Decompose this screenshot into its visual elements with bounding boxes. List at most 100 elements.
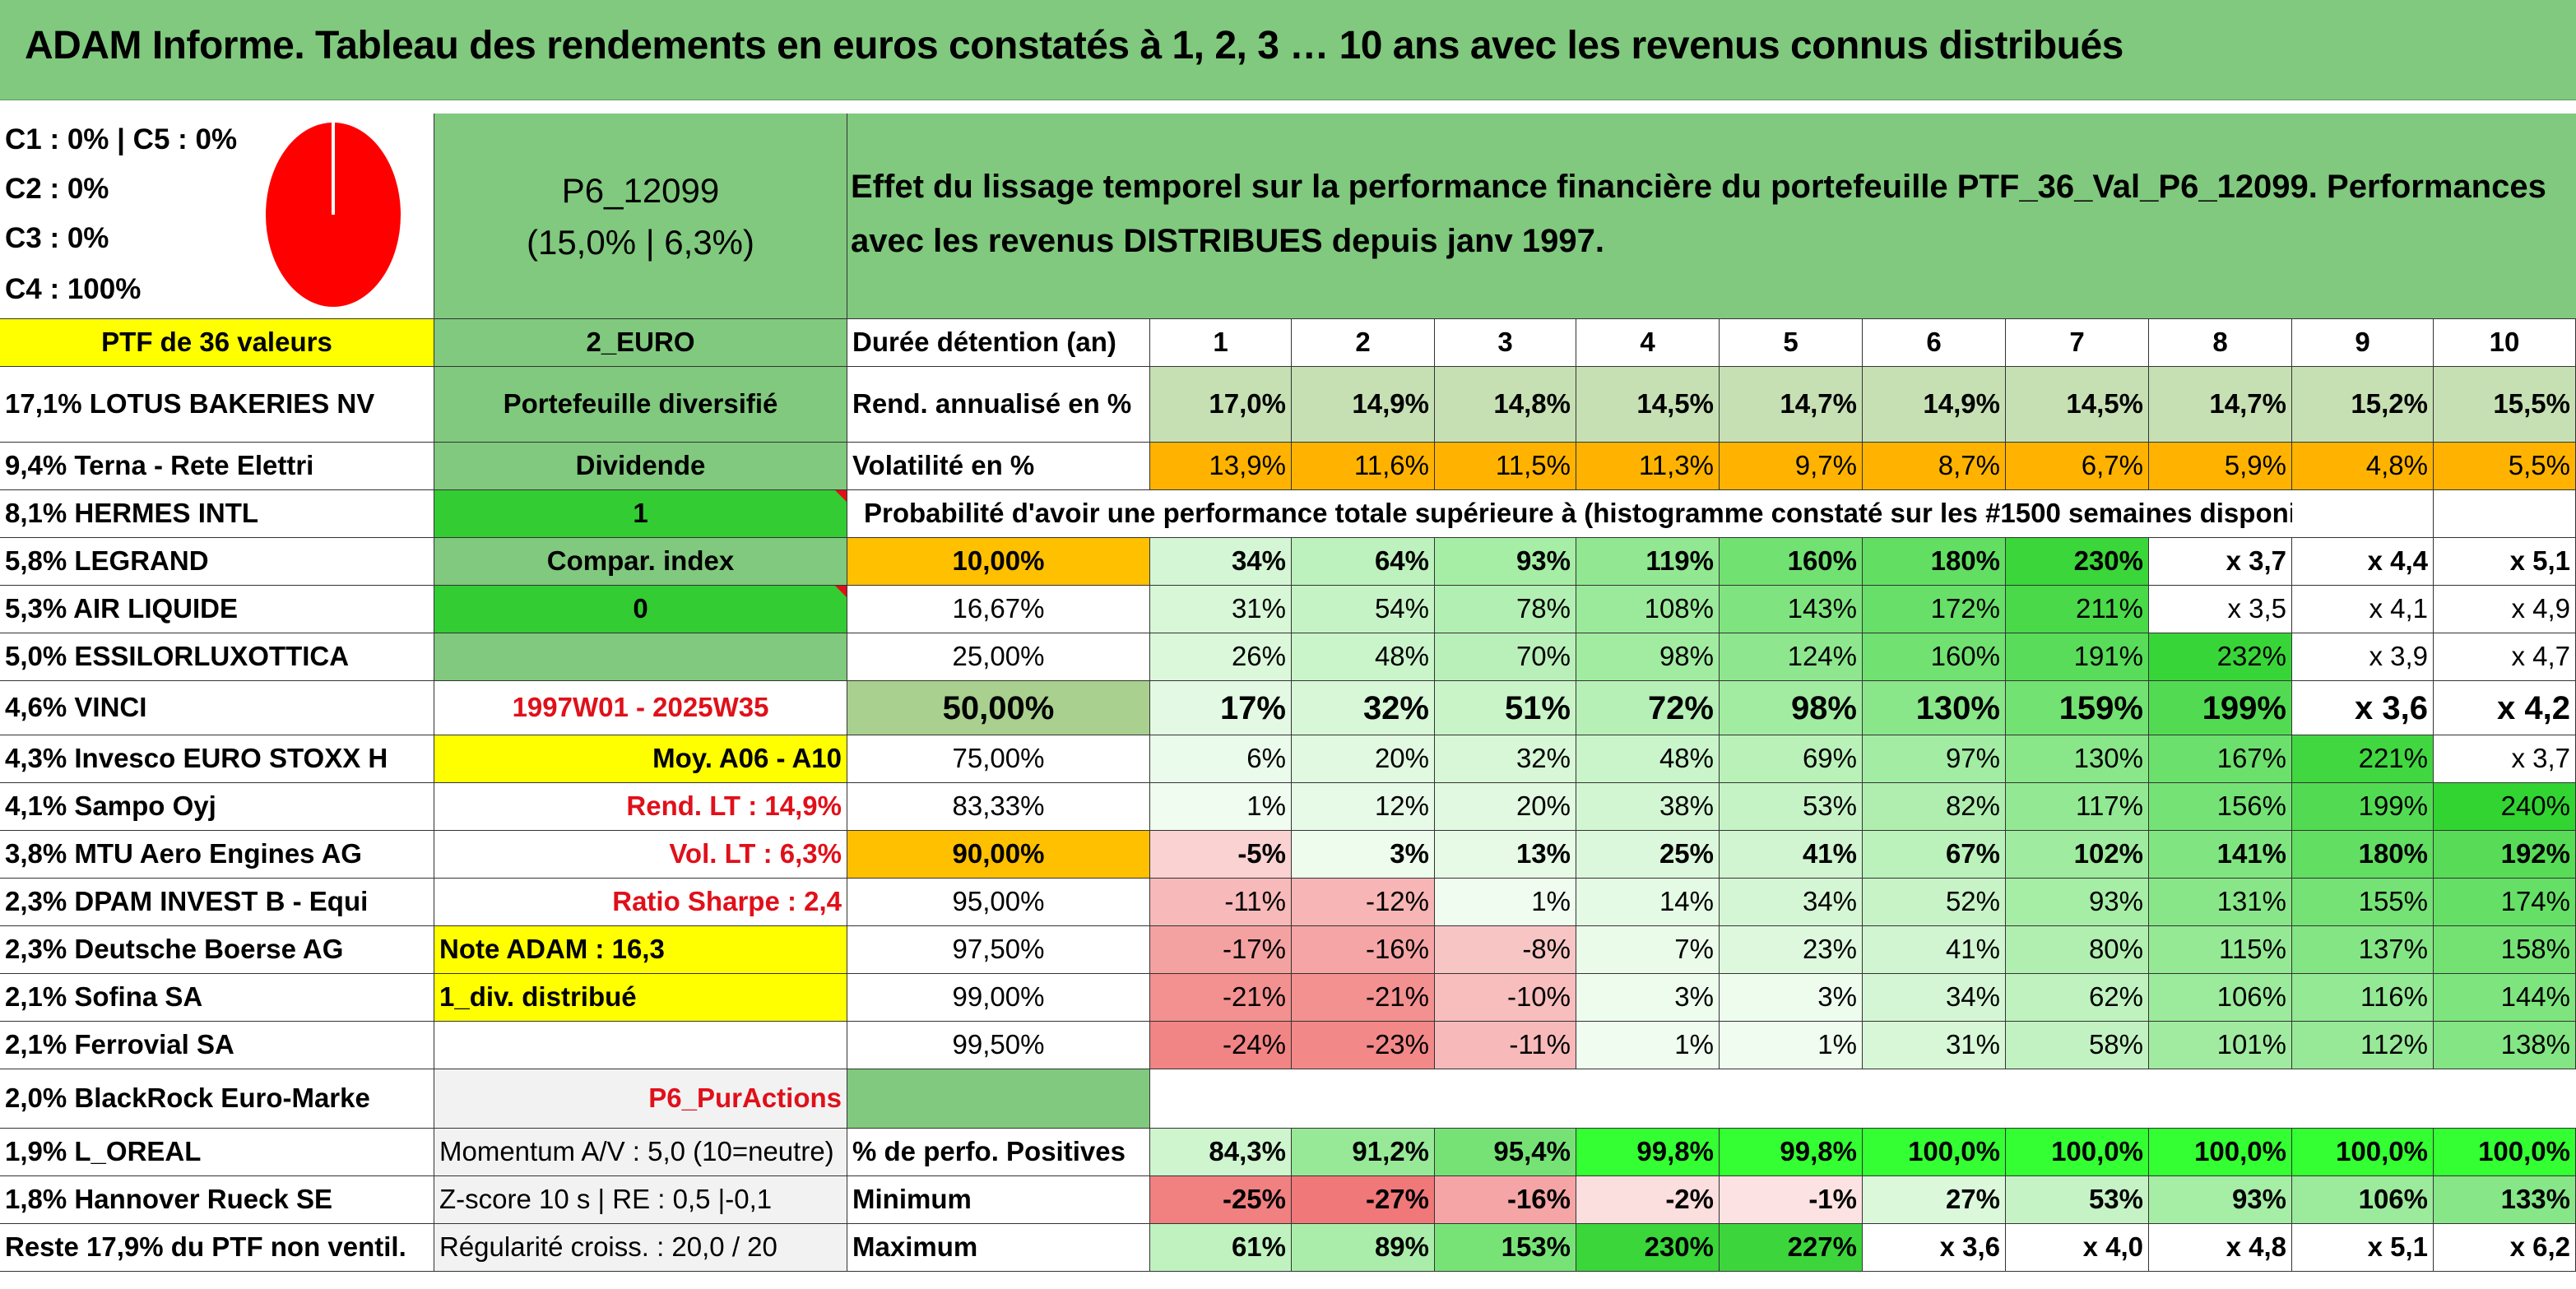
probability-value: 144% xyxy=(2434,974,2576,1022)
vol-value: 11,3% xyxy=(1576,443,1720,490)
maximum-label: Maximum xyxy=(847,1224,1150,1272)
holding-row: 4,1% Sampo Oyj xyxy=(0,783,434,831)
maximum-value: 153% xyxy=(1435,1224,1576,1272)
probability-value: x 4,2 xyxy=(2434,681,2576,735)
probability-value: 143% xyxy=(1720,586,1863,633)
probability-value: 41% xyxy=(1863,926,2006,974)
positives-value: 100,0% xyxy=(2434,1129,2576,1176)
year-header: 4 xyxy=(1576,319,1720,367)
minimum-value: 133% xyxy=(2434,1176,2576,1224)
holding-row: 2,1% Sofina SA xyxy=(0,974,434,1022)
probability-value: 232% xyxy=(2149,633,2292,681)
probability-value: 48% xyxy=(1292,633,1435,681)
probability-value: 124% xyxy=(1720,633,1863,681)
maximum-value: 61% xyxy=(1150,1224,1292,1272)
probability-value: 34% xyxy=(1150,538,1292,586)
probability-value: 93% xyxy=(1435,538,1576,586)
probability-value: 155% xyxy=(2292,879,2434,926)
probability-value: 62% xyxy=(2006,974,2149,1022)
probability-value: 26% xyxy=(1150,633,1292,681)
probability-value: 240% xyxy=(2434,783,2576,831)
probability-value: 131% xyxy=(2149,879,2292,926)
rend-value: 14,9% xyxy=(1292,367,1435,443)
probability-value: 17% xyxy=(1150,681,1292,735)
holding-row: 1,9% L_OREAL xyxy=(0,1129,434,1176)
info-cell: Z-score 10 s | RE : 0,5 |-0,1 xyxy=(434,1176,847,1224)
probability-value: 31% xyxy=(1150,586,1292,633)
probability-value: x 4,1 xyxy=(2292,586,2434,633)
probability-threshold: 50,00% xyxy=(847,681,1150,735)
probability-value: 7% xyxy=(1576,926,1720,974)
probability-value: 48% xyxy=(1576,735,1720,783)
effect-description: Effet du lissage temporel sur la perform… xyxy=(847,114,2576,319)
positives-label: % de perfo. Positives xyxy=(847,1129,1150,1176)
probability-value: 6% xyxy=(1150,735,1292,783)
probability-value: 180% xyxy=(1863,538,2006,586)
probability-value: 67% xyxy=(1863,831,2006,879)
vol-value: 9,7% xyxy=(1720,443,1863,490)
minimum-value: -16% xyxy=(1435,1176,1576,1224)
probability-value: x 4,4 xyxy=(2292,538,2434,586)
probability-value: 106% xyxy=(2149,974,2292,1022)
positives-value: 99,8% xyxy=(1720,1129,1863,1176)
holding-row: 9,4% Terna - Rete Elettri xyxy=(0,443,434,490)
probability-value: -21% xyxy=(1292,974,1435,1022)
probability-value: 160% xyxy=(1863,633,2006,681)
probability-value: 1% xyxy=(1720,1022,1863,1069)
holding-row: 1,8% Hannover Rueck SE xyxy=(0,1176,434,1224)
probability-value: 51% xyxy=(1435,681,1576,735)
probability-value: x 3,7 xyxy=(2434,735,2576,783)
probability-value: 25% xyxy=(1576,831,1720,879)
rend-value: 14,7% xyxy=(2149,367,2292,443)
year-header: 1 xyxy=(1150,319,1292,367)
probability-value: 13% xyxy=(1435,831,1576,879)
probability-value: 211% xyxy=(2006,586,2149,633)
maximum-value: x 6,2 xyxy=(2434,1224,2576,1272)
separator xyxy=(0,100,2576,114)
probability-threshold: 90,00% xyxy=(847,831,1150,879)
info-cell: Ratio Sharpe : 2,4 xyxy=(434,879,847,926)
holding-row: 2,3% DPAM INVEST B - Equi xyxy=(0,879,434,926)
probability-value: -10% xyxy=(1435,974,1576,1022)
probability-value: 14% xyxy=(1576,879,1720,926)
duration-header-label: Durée détention (an) xyxy=(847,319,1150,367)
year-header: 2 xyxy=(1292,319,1435,367)
year-header: 7 xyxy=(2006,319,2149,367)
vol-label: Volatilité en % xyxy=(847,443,1150,490)
probability-value: 34% xyxy=(1863,974,2006,1022)
probability-value: 230% xyxy=(2006,538,2149,586)
probability-value: 3% xyxy=(1292,831,1435,879)
minimum-value: 53% xyxy=(2006,1176,2149,1224)
minimum-value: -1% xyxy=(1720,1176,1863,1224)
positives-value: 100,0% xyxy=(2006,1129,2149,1176)
probability-value: 117% xyxy=(2006,783,2149,831)
probability-value: 72% xyxy=(1576,681,1720,735)
year-header: 3 xyxy=(1435,319,1576,367)
probability-value: 138% xyxy=(2434,1022,2576,1069)
portfolio-stats: (15,0% | 6,3%) xyxy=(526,222,755,262)
probability-value: x 4,9 xyxy=(2434,586,2576,633)
probability-value: 69% xyxy=(1720,735,1863,783)
vol-value: 6,7% xyxy=(2006,443,2149,490)
portfolio-box: P6_12099 (15,0% | 6,3%) xyxy=(434,114,847,319)
probability-value: 80% xyxy=(2006,926,2149,974)
portfolio-code: P6_12099 xyxy=(561,170,720,210)
probability-value: 97% xyxy=(1863,735,2006,783)
category-line: C3 : 0% xyxy=(5,222,109,254)
probability-threshold: 95,00% xyxy=(847,879,1150,926)
probability-title: Probabilité d'avoir une performance tota… xyxy=(847,490,2292,538)
probability-value: 160% xyxy=(1720,538,1863,586)
probability-value: x 3,7 xyxy=(2149,538,2292,586)
probability-value: 221% xyxy=(2292,735,2434,783)
info-cell: Rend. LT : 14,9% xyxy=(434,783,847,831)
minimum-value: -2% xyxy=(1576,1176,1720,1224)
title-bar: ADAM Informe. Tableau des rendements en … xyxy=(0,0,2576,100)
probability-value: -24% xyxy=(1150,1022,1292,1069)
category-line: C1 : 0% | C5 : 0% xyxy=(5,123,238,155)
probability-value: 112% xyxy=(2292,1022,2434,1069)
probability-value: -8% xyxy=(1435,926,1576,974)
year-header: 9 xyxy=(2292,319,2434,367)
probability-threshold: 75,00% xyxy=(847,735,1150,783)
positives-value: 99,8% xyxy=(1576,1129,1720,1176)
